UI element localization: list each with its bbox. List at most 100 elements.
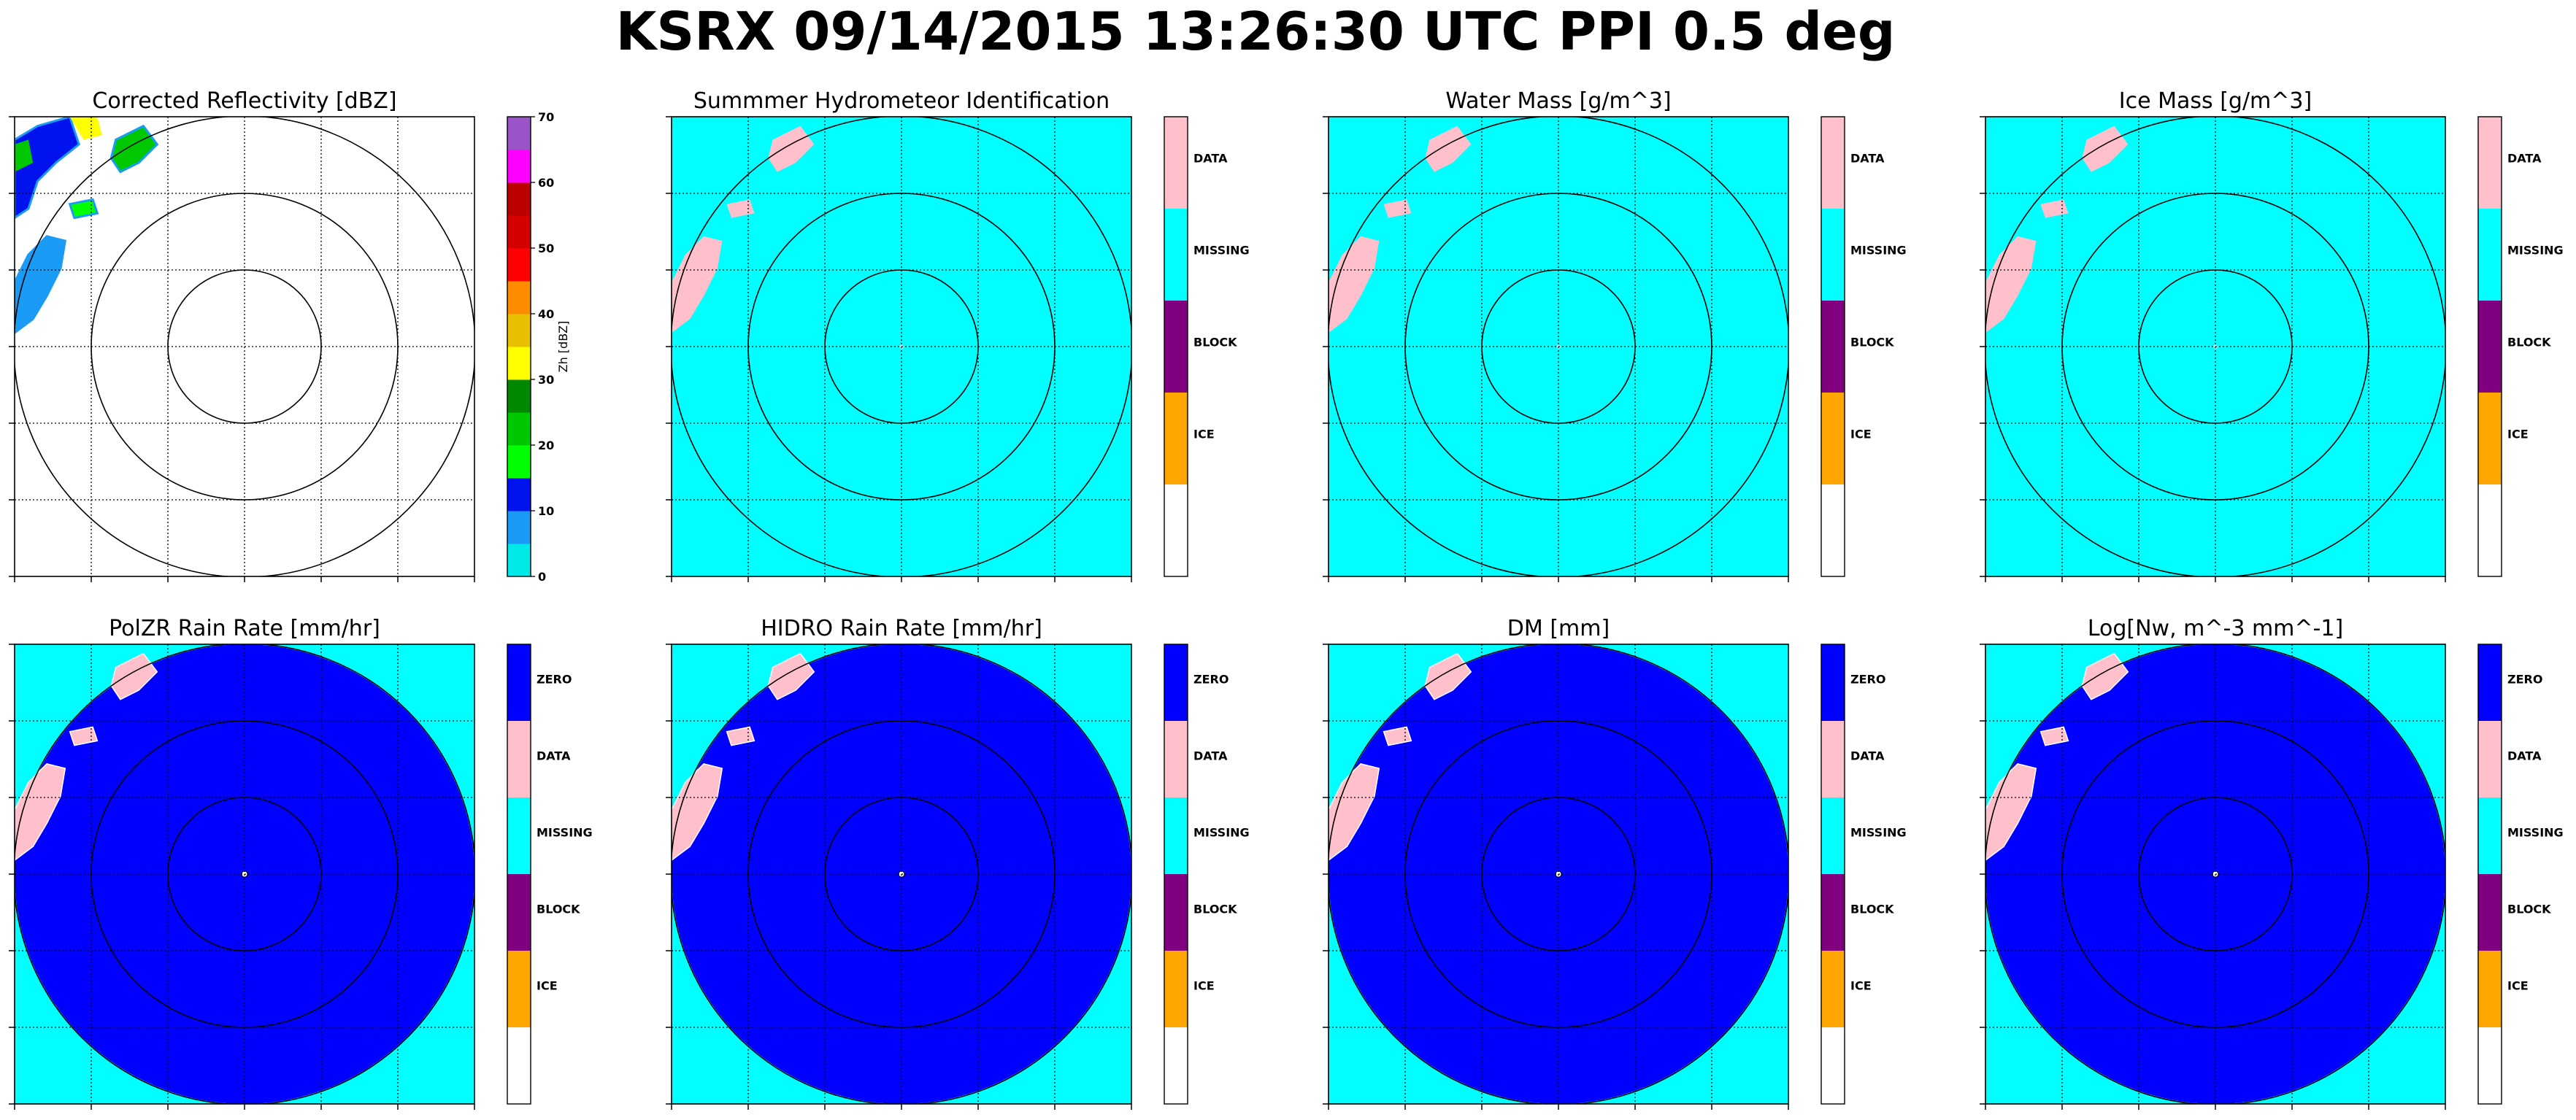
colorbar-segment (507, 797, 531, 874)
radar-panel: Water Mass [g/m^3] DATA MISSING BLOCK ICE (1323, 88, 1907, 582)
colorbar-category-label: DATA (2507, 152, 2542, 166)
colorbar-segment (1164, 117, 1188, 209)
colorbar-tick-label: 50 (538, 242, 554, 255)
colorbar-segment (1821, 797, 1845, 874)
colorbar-frame (1164, 644, 1188, 1105)
colorbar-category-label: ICE (1193, 978, 1215, 992)
echo-region (726, 199, 755, 218)
colorbar-category-label: ICE (537, 978, 558, 992)
colorbar-category-label: BLOCK (2507, 902, 2551, 916)
colorbar-segment (2478, 393, 2502, 484)
plot-area (1329, 644, 1788, 1104)
colorbar-segment (2478, 644, 2502, 721)
panel-title: Ice Mass [g/m^3] (2119, 88, 2312, 114)
colorbar-frame (1820, 116, 1845, 577)
range-ring (2061, 720, 2369, 1028)
colorbar-segment (507, 117, 531, 150)
reflectivity-echo (15, 235, 67, 334)
colorbar-segment (1821, 301, 1845, 393)
colorbar-segment (507, 248, 531, 282)
colorbar-segment (2478, 209, 2502, 301)
panel-title: HIDRO Rain Rate [mm/hr] (761, 616, 1042, 641)
echo-region (768, 125, 815, 172)
colorbar-category-label: ICE (2507, 428, 2529, 441)
echo-region (1383, 726, 1412, 746)
colorbar-category-label: MISSING (1193, 244, 1250, 258)
colorbar-category-label: ICE (1193, 428, 1215, 441)
colorbar-segment (507, 874, 531, 951)
colorbar-category-label: BLOCK (1850, 336, 1894, 349)
colorbar-segment (507, 412, 531, 446)
colorbar-category-label: MISSING (2507, 244, 2564, 258)
range-ring (1404, 720, 1712, 1028)
colorbar-segment (507, 347, 531, 380)
colorbar-category-label: BLOCK (2507, 336, 2551, 349)
colorbar-frame (2477, 116, 2502, 577)
colorbar-segment (1821, 874, 1845, 951)
colorbar-category-label: DATA (2507, 749, 2542, 762)
colorbar-segment (1164, 484, 1188, 576)
range-ring (2061, 193, 2369, 501)
colorbar-category-label: ZERO (537, 672, 572, 686)
radar-panel: Corrected Reflectivity [dBZ] 0 10 20 30 40 50 6… (9, 88, 570, 584)
colorbar-tick-label: 0 (538, 570, 546, 584)
colorbar-segment (507, 150, 531, 183)
colorbar-segment (1164, 209, 1188, 301)
plot-area (1985, 117, 2445, 576)
range-ring (1481, 269, 1636, 424)
range-ring (824, 269, 979, 424)
colorbar-segment (507, 951, 531, 1027)
radar-panel: HIDRO Rain Rate [mm/hr] ZERO DATA MISSING BL… (666, 616, 1250, 1110)
colorbar-segment (2478, 874, 2502, 951)
colorbar-segment (507, 1027, 531, 1104)
range-ring (747, 193, 1056, 501)
colorbar-category-label: ZERO (1850, 672, 1885, 686)
colorbar-segment (507, 281, 531, 314)
colorbar-tick-label: 10 (538, 504, 554, 518)
radar-panel: Ice Mass [g/m^3] DATA MISSING BLOCK ICE (1980, 88, 2564, 582)
figure-title: KSRX 09/14/2015 13:26:30 UTC PPI 0.5 deg (616, 1, 1896, 62)
range-ring (91, 720, 399, 1028)
colorbar: ZERO DATA MISSING BLOCK ICE (507, 644, 593, 1105)
colorbar-segment (507, 445, 531, 479)
echo-region (2082, 125, 2129, 172)
colorbar-category-label: MISSING (1193, 825, 1250, 839)
colorbar-segment (2478, 951, 2502, 1027)
range-ring (2138, 269, 2293, 424)
colorbar-segment (507, 182, 531, 216)
colorbar-category-label: BLOCK (1193, 902, 1237, 916)
colorbar-segment (1164, 301, 1188, 393)
panel-title: Corrected Reflectivity [dBZ] (92, 88, 396, 114)
colorbar-category-label: DATA (1850, 749, 1885, 762)
echo-region (1985, 236, 2037, 333)
colorbar-tick-label: 20 (538, 439, 554, 452)
colorbar-segment (1821, 209, 1845, 301)
colorbar-category-label: ICE (1850, 978, 1872, 992)
colorbar-segment (1821, 951, 1845, 1027)
colorbar-segment (1821, 721, 1845, 797)
colorbar-category-label: ZERO (1193, 672, 1229, 686)
colorbar-category-label: BLOCK (1850, 902, 1894, 916)
colorbar-category-label: MISSING (2507, 825, 2564, 839)
range-ring (1404, 193, 1712, 501)
reflectivity-core (69, 117, 102, 140)
colorbar-segment (2478, 301, 2502, 393)
colorbar-category-label: ICE (1850, 428, 1872, 441)
colorbar-frame (2477, 644, 2502, 1105)
colorbar-segment (507, 215, 531, 249)
panel-title: Log[Nw, m^-3 mm^-1] (2088, 616, 2343, 641)
echo-region (672, 236, 723, 333)
colorbar-segment (507, 721, 531, 797)
echo-region (1425, 125, 1472, 172)
radar-panel: PolZR Rain Rate [mm/hr] ZERO DATA MISSING BL… (9, 616, 593, 1110)
colorbar-segment (2478, 117, 2502, 209)
plot-area (1985, 644, 2445, 1104)
colorbar-tick-label: 60 (538, 176, 554, 190)
colorbar: ZERO DATA MISSING BLOCK ICE (2477, 644, 2564, 1105)
range-ring (824, 797, 979, 951)
echo-region (1329, 762, 1380, 862)
echo-region (672, 762, 723, 862)
colorbar-segment (2478, 721, 2502, 797)
colorbar-segment (507, 544, 531, 577)
colorbar-category-label: BLOCK (537, 902, 580, 916)
